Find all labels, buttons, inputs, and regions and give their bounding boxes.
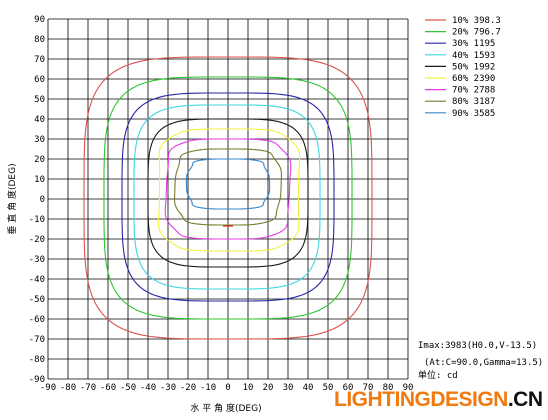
y-tick-label: -80	[29, 355, 45, 365]
legend-label: 30% 1195	[452, 39, 495, 49]
y-tick-label: -40	[29, 275, 45, 285]
contour-60pct	[157, 128, 301, 252]
x-tick-label: 40	[303, 383, 314, 393]
angle-annotation: (At:C=90.0,Gamma=13.5)	[424, 358, 544, 368]
watermark-main: LIGHTINGDESIGN	[334, 388, 508, 411]
y-tick-label: -50	[29, 295, 45, 305]
x-tick-label: 90	[403, 383, 414, 393]
legend-label: 90% 3585	[452, 109, 495, 119]
y-tick-label: -20	[29, 235, 45, 245]
contour-50pct	[147, 118, 309, 268]
legend-label: 80% 3187	[452, 97, 495, 107]
x-tick-label: -50	[120, 383, 136, 393]
y-tick-label: 30	[34, 135, 45, 145]
y-tick-label: 80	[34, 35, 45, 45]
y-tick-label: -70	[29, 335, 45, 345]
y-tick-label: 10	[34, 175, 45, 185]
x-axis-title: 水 平 角 度(DEG)	[190, 402, 261, 414]
x-tick-label: -80	[60, 383, 76, 393]
y-tick-label: 40	[34, 115, 45, 125]
x-tick-label: 20	[263, 383, 274, 393]
x-tick-label: -10	[200, 383, 216, 393]
x-tick-label: -90	[40, 383, 56, 393]
legend-label: 50% 1992	[452, 62, 495, 72]
watermark-logo: LIGHTINGDESIGN.CN	[334, 388, 543, 412]
legend-label: 70% 2788	[452, 86, 495, 96]
legend-label: 60% 2390	[452, 74, 495, 84]
contour-40pct	[133, 104, 321, 290]
y-tick-label: 70	[34, 55, 45, 65]
y-tick-label: 90	[34, 15, 45, 25]
contour-70pct	[164, 138, 292, 240]
tick-labels: -90 -80 -70 -60 -50 -40 -30 -20 -10 0 10 20 30 40 50 60…	[29, 15, 414, 393]
legend-label: 40% 1593	[452, 51, 495, 61]
chart-grid	[47, 18, 409, 380]
x-tick-label: 10	[243, 383, 254, 393]
y-axis-title: 垂 直 角 度(DEG)	[6, 163, 18, 234]
x-tick-label: -30	[160, 383, 176, 393]
x-tick-label: 80	[383, 383, 394, 393]
x-tick-label: 0	[225, 383, 230, 393]
x-tick-label: -60	[100, 383, 116, 393]
contour-80pct	[173, 148, 283, 226]
x-tick-label: -70	[80, 383, 96, 393]
contour-10pct	[83, 56, 373, 340]
unit-annotation: 单位: cd	[418, 371, 458, 381]
x-tick-label: -40	[140, 383, 156, 393]
imax-annotation: Imax:3983(H0.0,V-13.5)	[418, 341, 538, 351]
legend-label: 20% 796.7	[452, 28, 501, 38]
contour-30pct	[121, 92, 335, 302]
contour-lines	[83, 56, 373, 340]
y-tick-label: 20	[34, 155, 45, 165]
contour-20pct	[103, 76, 353, 320]
y-tick-label: 50	[34, 95, 45, 105]
contour-90pct	[185, 158, 271, 210]
y-tick-label: 60	[34, 75, 45, 85]
x-tick-label: 70	[363, 383, 374, 393]
x-tick-label: 50	[323, 383, 334, 393]
y-tick-label: -10	[29, 215, 45, 225]
watermark-suffix: .CN	[507, 388, 543, 411]
x-tick-label: 30	[283, 383, 294, 393]
y-tick-label: -30	[29, 255, 45, 265]
x-tick-label: 60	[343, 383, 354, 393]
x-tick-label: -20	[180, 383, 196, 393]
y-tick-label: 0	[40, 195, 45, 205]
y-tick-label: -60	[29, 315, 45, 325]
y-tick-label: -90	[29, 375, 45, 385]
legend-label: 10% 398.3	[452, 16, 501, 26]
